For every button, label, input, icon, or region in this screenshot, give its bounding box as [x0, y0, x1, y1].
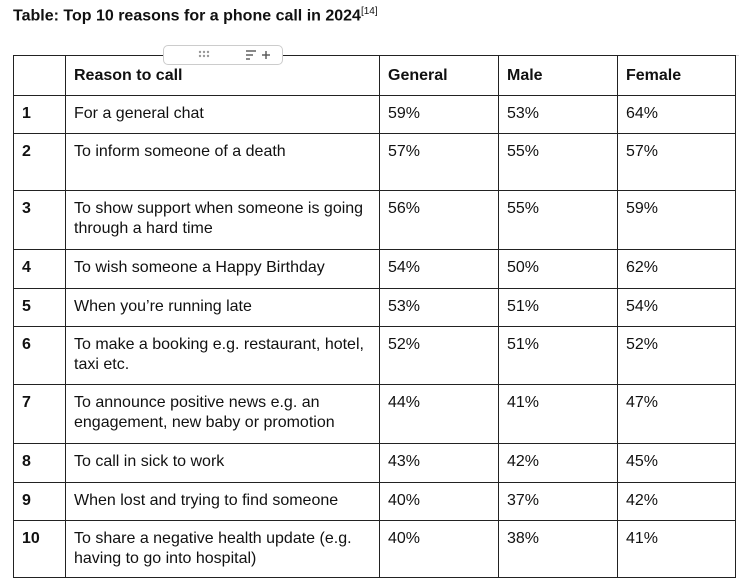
table-cell: 57% — [617, 133, 736, 191]
table-cell: To make a booking e.g. restaurant, hotel… — [65, 326, 380, 385]
table-cell: 62% — [617, 249, 736, 289]
table-cell: 43% — [379, 443, 499, 483]
header-cell: Male — [498, 55, 618, 96]
table-cell: 38% — [498, 520, 618, 578]
table-row: 6 To make a booking e.g. restaurant, hote… — [13, 326, 736, 385]
table-cell: 55% — [498, 190, 618, 250]
table-title: Table: Top 10 reasons for a phone call i… — [13, 6, 378, 25]
table-row: 5 When you’re running late 53% 51% 54% — [13, 288, 736, 327]
table-toolbar[interactable] — [163, 45, 283, 65]
table-cell: 37% — [498, 482, 618, 521]
table-row: 1 For a general chat 59% 53% 64% — [13, 95, 736, 134]
table-row: 9 When lost and trying to find someone 40%… — [13, 482, 736, 521]
table-row: 8 To call in sick to work 43% 42% 45% — [13, 443, 736, 483]
title-text: Table: Top 10 reasons for a phone call i… — [13, 7, 361, 25]
data-table: Reason to call General Male Female 1 For a ge… — [13, 55, 736, 578]
row-number: 10 — [13, 520, 66, 578]
row-number: 4 — [13, 249, 66, 289]
table-cell: When lost and trying to find someone — [65, 482, 380, 521]
header-cell: Female — [617, 55, 736, 96]
row-number: 5 — [13, 288, 66, 327]
table-cell: 51% — [498, 326, 618, 385]
row-number: 8 — [13, 443, 66, 483]
header-row: Reason to call General Male Female — [13, 55, 736, 96]
table-cell: 44% — [379, 384, 499, 444]
table-cell: 52% — [379, 326, 499, 385]
table-cell: To share a negative health update (e.g. … — [65, 520, 380, 578]
row-number: 6 — [13, 326, 66, 385]
table-cell: 47% — [617, 384, 736, 444]
table-row: 2 To inform someone of a death 57% 55% 57% — [13, 133, 736, 191]
table-cell: 51% — [498, 288, 618, 327]
table-cell: 59% — [617, 190, 736, 250]
table-cell: 64% — [617, 95, 736, 134]
table-row: 4 To wish someone a Happy Birthday 54% 50% 6… — [13, 249, 736, 289]
table-cell: To show support when someone is going th… — [65, 190, 380, 250]
table-cell: To announce positive news e.g. an engage… — [65, 384, 380, 444]
table-cell: 52% — [617, 326, 736, 385]
table-cell: 42% — [617, 482, 736, 521]
table-cell: When you’re running late — [65, 288, 380, 327]
row-number: 1 — [13, 95, 66, 134]
table-cell: 55% — [498, 133, 618, 191]
row-number: 7 — [13, 384, 66, 444]
table-cell: To inform someone of a death — [65, 133, 380, 191]
table-cell: 41% — [617, 520, 736, 578]
table-cell: 54% — [617, 288, 736, 327]
table-cell: 41% — [498, 384, 618, 444]
reference[interactable]: [14] — [360, 6, 378, 17]
table-row: 10 To share a negative health update (e.g… — [13, 520, 736, 578]
table-cell: 45% — [617, 443, 736, 483]
row-number: 3 — [13, 190, 66, 250]
table-cell: 54% — [379, 249, 499, 289]
table-cell: 40% — [379, 482, 499, 521]
table-row: 7 To announce positive news e.g. an engag… — [13, 384, 736, 444]
table-cell: 42% — [498, 443, 618, 483]
table-cell: 57% — [379, 133, 499, 191]
table-cell: 50% — [498, 249, 618, 289]
table-cell: For a general chat — [65, 95, 380, 134]
row-number: 9 — [13, 482, 66, 521]
table-cell: To wish someone a Happy Birthday — [65, 249, 380, 289]
table-row: 3 To show support when someone is going t… — [13, 190, 736, 250]
table-cell: 59% — [379, 95, 499, 134]
row-number: 2 — [13, 133, 66, 191]
header-cell: General — [379, 55, 499, 96]
table-cell: 40% — [379, 520, 499, 578]
toolbar-icons — [198, 50, 270, 60]
table-cell: 53% — [498, 95, 618, 134]
table-cell: 56% — [379, 190, 499, 250]
table-cell: 53% — [379, 288, 499, 327]
header-cell — [13, 55, 66, 96]
table-cell: To call in sick to work — [65, 443, 380, 483]
